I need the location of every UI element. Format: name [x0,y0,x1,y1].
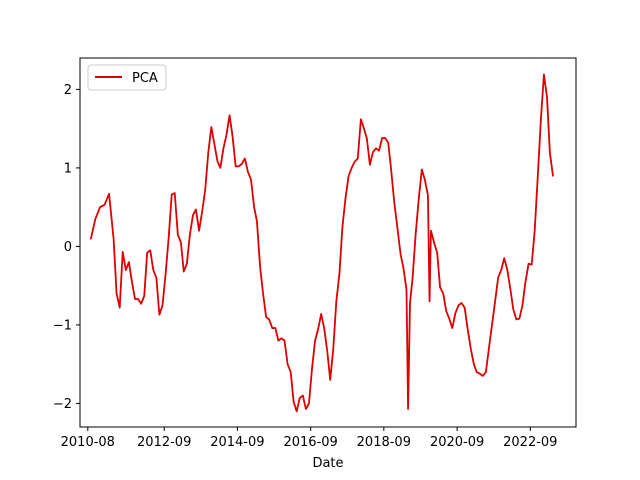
series-line-pca [90,73,554,413]
legend-box [87,64,167,91]
x-tick-label: 2020-09 [430,435,484,450]
legend: PCA [87,64,167,91]
plot-frame [79,57,577,428]
x-tick-label: 2014-09 [210,435,264,450]
x-tick-label: 2016-09 [283,435,337,450]
x-tick-label: 2010-08 [61,435,115,450]
y-tick-label: 1 [64,161,72,176]
x-tick-label: 2018-09 [357,435,411,450]
legend-label-pca: PCA [132,71,158,86]
y-tick-label: 2 [64,83,72,98]
x-tick-label: 2022-09 [503,435,557,450]
x-axis-title: Date [312,456,343,471]
x-axis-ticks: 2010-08 2012-09 2014-09 2016-09 2018-09 2020-… [61,427,557,450]
x-tick-label: 2012-09 [137,435,191,450]
y-axis-ticks: −2 −1 0 1 2 [53,83,80,412]
plot-area [80,58,576,427]
y-tick-label: −1 [53,318,72,333]
y-tick-label: 0 [64,240,72,255]
series-layer [90,73,554,413]
y-tick-label: −2 [53,397,72,412]
